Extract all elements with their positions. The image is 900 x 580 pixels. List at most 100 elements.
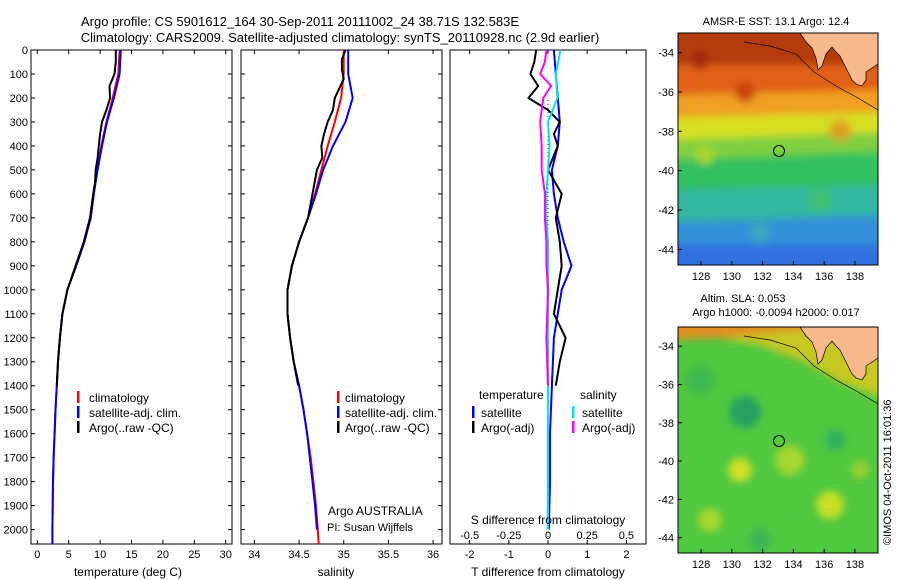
lat-tick-label: -42 (658, 494, 674, 506)
figure-title-line2: Climatology: CARS2009. Satellite-adjuste… (81, 30, 600, 45)
difference-t-ticks: -2 -1 0 1 2 (465, 50, 629, 561)
legend-label-s-satellite: satellite (582, 406, 623, 420)
lat-tick-label: -36 (658, 87, 674, 99)
s-tick-label: -0.25 (496, 530, 521, 542)
lon-tick-label: 130 (723, 559, 741, 571)
depth-tick-label: 300 (10, 117, 28, 129)
lat-tick-label: -38 (658, 126, 674, 138)
depth-tick-label: 600 (10, 189, 28, 201)
s-tick-label: 0 (545, 530, 551, 542)
lon-tick-label: 134 (784, 271, 802, 283)
x-tick-label: 34.5 (288, 549, 309, 561)
lat-tick-label: -34 (658, 341, 674, 353)
salinity-panel: 34 34.5 35 35.5 36 salinity climatology sate… (240, 49, 443, 579)
depth-tick-label: 1100 (4, 309, 28, 321)
salinity-x-ticks: 34 34.5 35 35.5 36 (248, 50, 439, 561)
x-tick-label: 35 (338, 549, 350, 561)
x-tick-label: -1 (504, 549, 514, 561)
lat-tick-label: -44 (658, 533, 674, 545)
legend-swatch-t-satellite (472, 406, 475, 418)
sst-map-frame (677, 32, 879, 266)
legend-swatch-satellite (337, 406, 340, 418)
series-argo (55, 50, 117, 386)
series-argo (286, 50, 347, 386)
depth-tick-label: 2000 (4, 525, 28, 537)
x-tick-label: 34 (248, 549, 260, 561)
figure-title-line1: Argo profile: CS 5901612_164 30-Sep-2011… (81, 14, 519, 29)
depth-tick-label: 1000 (4, 285, 28, 297)
sst-map-field (678, 33, 878, 265)
lat-tick-label: -36 (658, 379, 674, 391)
depth-tick-label: 1900 (4, 501, 28, 513)
x-tick-label: 25 (188, 549, 200, 561)
depth-tick-label: 1200 (4, 333, 28, 345)
series-s-argo (539, 50, 553, 386)
depth-tick-label: 1800 (4, 477, 28, 489)
x-tick-label: 35.5 (378, 549, 399, 561)
lon-tick-label: 132 (753, 271, 771, 283)
depth-tick-label: 200 (10, 93, 28, 105)
x-tick-label: 30 (220, 549, 232, 561)
x-tick-label: 1 (584, 549, 590, 561)
float-position-marker (773, 145, 785, 157)
sst-map: AMSR-E SST: 13.1 Argo: 12.4 (658, 16, 879, 283)
legend-label-t-argo: Argo(-adj) (481, 421, 534, 435)
legend-label-climatology: climatology (89, 391, 149, 405)
lon-tick-label: 132 (753, 559, 771, 571)
sla-map-ticks: -34 -36 -38 -40 -42 -44 128 130 132 134 136 138 (658, 341, 864, 571)
legend-label-argo: Argo(..raw -QC) (345, 421, 430, 435)
temperature-legend: climatology satellite-adj. clim. Argo(..… (77, 391, 181, 435)
depth-tick-label: 800 (10, 237, 28, 249)
lon-tick-label: 128 (692, 559, 710, 571)
x-tick-label: 0 (545, 549, 551, 561)
series-s-satellite (545, 50, 562, 530)
legend-label-satellite: satellite-adj. clim. (89, 406, 181, 420)
lon-tick-label: 136 (815, 271, 833, 283)
depth-tick-label: 1300 (4, 357, 28, 369)
x-tick-label: 2 (623, 549, 629, 561)
x-tick-label: 0 (34, 549, 40, 561)
lat-tick-label: -38 (658, 418, 674, 430)
sla-map-title1: Altim. SLA: 0.053 (701, 293, 786, 305)
credit-pi: PI: Susan Wijffels (327, 522, 413, 534)
lon-tick-label: 130 (723, 271, 741, 283)
depth-tick-label: 1600 (4, 429, 28, 441)
lat-tick-label: -40 (658, 166, 674, 178)
legend-label-satellite: satellite-adj. clim. (345, 406, 437, 420)
depth-tick-label: 1700 (4, 453, 28, 465)
depth-tick-label: 500 (10, 165, 28, 177)
lat-tick-label: -40 (658, 456, 674, 468)
difference-series (527, 50, 573, 530)
lon-tick-label: 136 (815, 559, 833, 571)
legend-label-s-argo: Argo(-adj) (582, 421, 635, 435)
legend-swatch-argo (77, 421, 80, 433)
legend-bg (471, 388, 547, 402)
temperature-x-ticks: 0 5 10 15 20 25 30 (34, 50, 232, 561)
legend-head-temperature: temperature (479, 388, 544, 402)
x-tick-label: 5 (66, 549, 72, 561)
s-tick-label: 0.25 (576, 530, 597, 542)
sla-map-title2: Argo h1000: -0.0094 h2000: 0.017 (692, 307, 860, 319)
legend-swatch-climatology (337, 391, 340, 403)
temperature-depth-ticks: 0 100 200 300 400 500 600 700 800 900 1000 1100 1200… (4, 45, 232, 537)
legend-swatch-s-satellite (572, 406, 575, 418)
salinity-legend: climatology satellite-adj. clim. Argo(..… (337, 391, 437, 435)
temperature-series (51, 50, 122, 544)
depth-tick-label: 700 (10, 213, 28, 225)
legend-label-t-satellite: satellite (481, 406, 522, 420)
series-t-satellite (547, 50, 573, 530)
imos-stamp: ©IMOS 04-Oct-2011 16:01:36 (882, 400, 894, 545)
temperature-xlabel: temperature (deg C) (74, 565, 182, 579)
lon-tick-label: 138 (846, 271, 864, 283)
depth-tick-label: 1500 (4, 405, 28, 417)
sst-map-title: AMSR-E SST: 13.1 Argo: 12.4 (703, 16, 850, 28)
depth-tick-label: 900 (10, 261, 28, 273)
x-tick-label: 10 (94, 549, 106, 561)
s-difference-label: S difference from climatology (471, 513, 626, 527)
legend-swatch-satellite (77, 406, 80, 418)
depth-tick-label: 400 (10, 141, 28, 153)
sla-map-frame (677, 326, 879, 554)
temperature-axes-box (30, 49, 233, 545)
difference-s-ticks: -0.5 -0.25 0 0.25 0.5 (460, 530, 634, 542)
